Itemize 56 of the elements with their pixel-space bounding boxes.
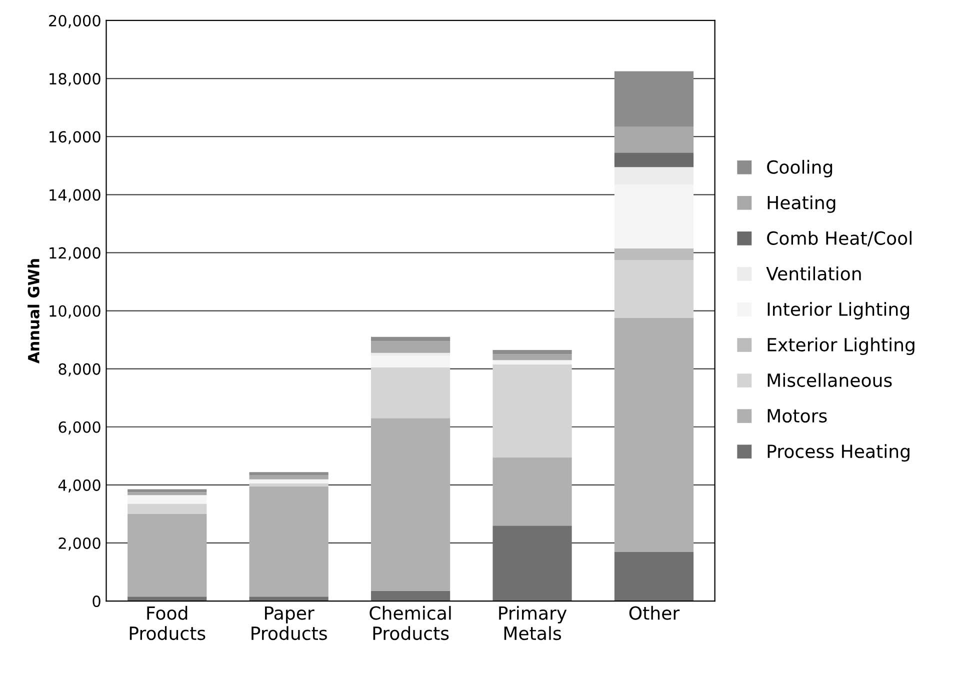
x-tick-label: Primary Metals: [499, 606, 567, 640]
bar: [128, 596, 207, 602]
bar: [492, 526, 572, 602]
bar: [128, 492, 207, 496]
bar: [128, 504, 207, 514]
bar: [614, 152, 694, 168]
y-tick-label: 14,000: [50, 189, 100, 202]
y-tick-label: 0: [92, 596, 100, 608]
legend-label: Exterior Lighting: [768, 338, 914, 356]
bar: [614, 126, 694, 153]
legend-label: Cooling: [767, 160, 832, 178]
legend-label: Process Heating: [768, 444, 910, 462]
x-tick-label: Paper Products: [252, 606, 327, 640]
bar: [249, 486, 328, 597]
bar: [614, 552, 694, 602]
y-tick-label: 16,000: [50, 131, 100, 144]
bar: [370, 341, 450, 353]
y-tick-label: 18,000: [50, 73, 100, 86]
bar: [492, 457, 572, 526]
bar: [249, 472, 328, 476]
y-tick-label: 12,000: [50, 247, 100, 260]
bar: [492, 350, 572, 354]
bar: [614, 318, 694, 552]
bar: [370, 336, 450, 342]
y-tick-label: 10,000: [50, 305, 100, 318]
x-tick-label: Chemical Products: [370, 606, 451, 640]
x-tick-label: Other: [629, 606, 680, 620]
y-tick-label: 6,000: [58, 421, 100, 434]
bar: [370, 356, 450, 368]
bar: [492, 360, 572, 364]
bar: [249, 475, 328, 480]
bar: [249, 479, 328, 484]
bar: [128, 495, 207, 504]
y-tick-label: 8,000: [58, 363, 100, 376]
legend-label: Miscellaneous: [768, 373, 892, 388]
bar: [614, 248, 694, 260]
legend-label: Interior Lighting: [768, 302, 910, 320]
legend-label: Ventilation: [766, 266, 861, 280]
bar: [492, 364, 572, 458]
y-tick-label: 20,000: [49, 14, 100, 28]
bar: [614, 260, 694, 318]
bar: [370, 367, 450, 418]
bar: [614, 71, 694, 126]
bar: [370, 590, 450, 602]
y-tick-label: 4,000: [58, 479, 100, 493]
legend-label: Comb Heat/Cool: [767, 230, 912, 246]
y-tick-label: 2,000: [58, 537, 100, 551]
legend-label: Motors: [768, 409, 827, 423]
bar: [249, 596, 328, 602]
y-axis-title: Annual GWh: [28, 259, 40, 364]
x-tick-label: Food Products: [130, 606, 206, 640]
legend-label: Heating: [768, 195, 836, 213]
bar: [128, 514, 207, 597]
bar: [249, 483, 328, 486]
bar: [492, 354, 572, 360]
bar: [370, 418, 450, 591]
